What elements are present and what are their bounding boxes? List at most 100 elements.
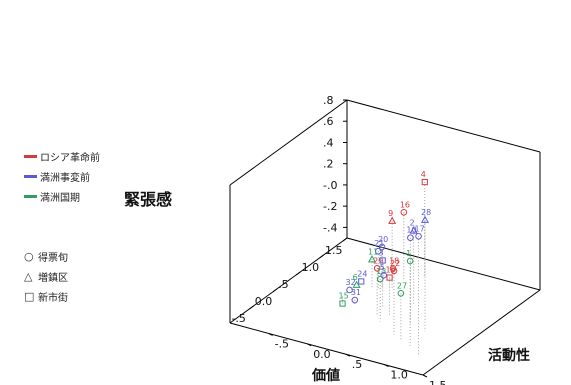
circle-marker <box>415 232 422 240</box>
box-edge-floor-right <box>422 289 541 376</box>
x-tick-label: 0.0 <box>255 295 272 308</box>
y-tick-label: -.5 <box>275 337 289 350</box>
data-point: 4 <box>421 170 428 186</box>
marker-item-circle: ○ 得票旬 <box>24 246 68 266</box>
y-tick <box>384 364 389 368</box>
legend-item-manchukuo: 満洲国期 <box>24 186 100 206</box>
z-tick-label: .2 <box>323 158 334 171</box>
point-label: 15 <box>339 292 349 301</box>
point-label: 27 <box>397 281 407 290</box>
point-label: 5 <box>380 263 385 272</box>
square-icon: □ <box>24 289 35 303</box>
data-point: 31 <box>351 288 361 304</box>
data-point: 18 <box>389 256 399 272</box>
data-point: 3 <box>379 248 386 264</box>
data-point: 21 <box>374 239 384 255</box>
legend-label: ロシア革命前 <box>40 152 100 164</box>
point-label: 21 <box>374 239 384 248</box>
circle-marker <box>400 208 408 216</box>
legend-item-russia: ロシア革命前 <box>24 146 100 166</box>
marker-item-triangle: △ 増鎮区 <box>24 266 68 286</box>
point-label: 10 <box>406 226 416 235</box>
point-label: 4 <box>421 170 426 179</box>
y-tick <box>422 374 428 378</box>
point-label: 1 <box>406 249 411 258</box>
triangle-marker <box>388 216 397 224</box>
circle-marker <box>374 247 382 255</box>
circle-marker <box>376 275 384 283</box>
x-tick-label: -.5 <box>231 312 245 325</box>
point-label: 28 <box>421 208 431 217</box>
data-point: 27 <box>397 281 407 297</box>
x-tick-label: .5 <box>278 278 289 291</box>
circle-marker <box>407 234 414 242</box>
data-point: 17 <box>415 224 425 240</box>
x-tick-label: 1.0 <box>302 261 320 274</box>
data-point: 24 <box>357 269 367 285</box>
legend-swatch <box>24 194 37 198</box>
square-marker <box>379 257 386 264</box>
z-tick-label: -.4 <box>323 221 337 234</box>
x-tick <box>319 254 324 259</box>
marker-item-square: □ 新市街 <box>24 286 68 306</box>
y-tick <box>268 332 273 336</box>
point-label: 18 <box>389 256 399 265</box>
box-edge-top-left <box>229 99 348 186</box>
point-label: 17 <box>415 224 425 233</box>
circle-marker <box>380 271 388 279</box>
legend-label: 満洲国期 <box>40 192 80 204</box>
circle-marker <box>346 286 353 294</box>
point-label: 29 <box>373 256 383 265</box>
y-tick-label: 1.5 <box>429 379 447 385</box>
z-axis-label: 緊張感 <box>124 190 172 209</box>
point-label: 9 <box>388 209 393 218</box>
data-point: 16 <box>400 200 410 216</box>
circle-icon: ○ <box>24 249 34 263</box>
square-marker <box>386 274 393 281</box>
x-axis-label: 価値 <box>311 367 340 384</box>
data-point: 20 <box>378 235 388 251</box>
y-axis-label: 活動性 <box>488 347 530 364</box>
data-point: 28 <box>420 208 431 223</box>
square-marker <box>339 300 346 307</box>
x-tick-label: 1.5 <box>325 244 343 257</box>
point-label: 13 <box>376 267 386 276</box>
z-tick-label: -.2 <box>323 200 337 213</box>
y-tick-label: .5 <box>352 358 363 371</box>
marker-label: 増鎮区 <box>38 272 68 284</box>
point-label: 16 <box>400 200 410 209</box>
point-label: 6 <box>353 273 358 282</box>
point-label: 22 <box>390 259 400 268</box>
triangle-icon: △ <box>24 269 33 283</box>
axis-ticks: 1.5 1.0 .5 0.0 -.5 -.5 0.0 .5 1.0 1.5 .8 .6 .4 .2 -.0 -… <box>231 94 446 385</box>
point-label: 32 <box>346 278 356 287</box>
legend-swatch <box>24 174 37 178</box>
triangle-marker <box>420 215 430 223</box>
marker-legend: ○ 得票旬 △ 増鎮区 □ 新市街 <box>24 246 68 306</box>
data-point: 1 <box>406 249 414 265</box>
z-tick-label: .4 <box>323 136 334 149</box>
point-label: 11 <box>368 247 378 256</box>
z-tick-label: .8 <box>323 94 334 107</box>
x-tick <box>295 271 301 276</box>
triangle-marker <box>352 280 361 288</box>
chart-box <box>229 99 541 376</box>
data-point: 5 <box>380 263 388 279</box>
circle-marker <box>406 257 414 265</box>
x-tick <box>342 237 348 242</box>
triangle-marker <box>367 255 377 263</box>
data-point: 32 <box>346 278 356 294</box>
data-point: 6 <box>352 273 361 288</box>
data-point: 15 <box>339 292 349 307</box>
x-tick <box>272 288 278 293</box>
data-point: 11 <box>367 247 378 263</box>
data-point: 13 <box>376 267 386 283</box>
y-tick <box>306 343 312 347</box>
circle-marker <box>373 264 381 272</box>
box-edge-floor-front <box>229 322 424 376</box>
z-tick-label: -.0 <box>323 179 337 192</box>
square-marker <box>421 178 428 186</box>
box-edge-top-back <box>346 99 541 153</box>
